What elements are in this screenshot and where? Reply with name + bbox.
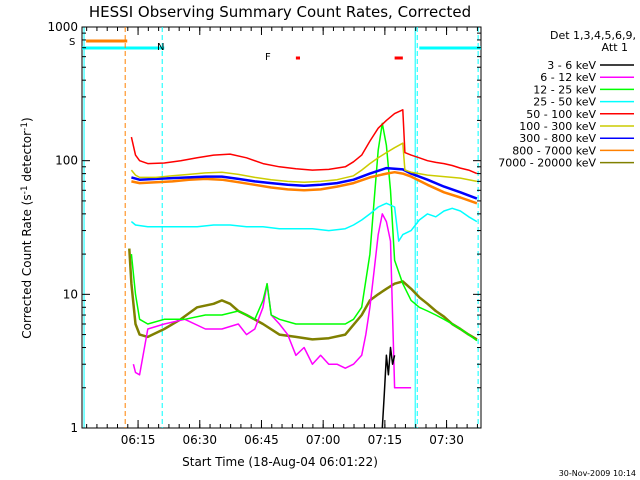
legend-label: 800 - 7000 keV xyxy=(512,144,596,157)
legend-label: 3 - 6 keV xyxy=(547,59,596,72)
y-tick-label: 1000 xyxy=(47,20,78,34)
annotation-f: F xyxy=(265,52,271,63)
y-axis: 1 10 100 1000 xyxy=(47,20,481,435)
x-axis-label: Start Time (18-Aug-04 06:01:22) xyxy=(182,455,378,469)
legend-label: 25 - 50 keV xyxy=(533,96,596,109)
x-tick-label: 07:15 xyxy=(368,433,403,447)
series-line-5 xyxy=(130,142,478,183)
legend-title-2: Att 1 xyxy=(602,41,628,54)
series-line-3 xyxy=(130,202,478,242)
y-tick-label: 10 xyxy=(63,287,78,301)
legend-label: 6 - 12 keV xyxy=(540,71,596,84)
y-axis-label: Corrected Count Rate (s-1 detector-1) xyxy=(20,117,34,338)
legend-label: 100 - 300 keV xyxy=(519,120,596,133)
y-tick-label: 1 xyxy=(70,421,78,435)
series-line-1 xyxy=(132,213,412,389)
x-tick-label: 06:45 xyxy=(244,433,279,447)
series-layer xyxy=(128,109,478,428)
series-line-2 xyxy=(130,122,478,342)
x-tick-label: 07:30 xyxy=(429,433,464,447)
plot-frame xyxy=(81,26,482,429)
x-tick-label: 06:15 xyxy=(121,433,156,447)
series-line-7 xyxy=(131,170,478,205)
y-tick-label: 100 xyxy=(55,154,78,168)
legend-label: 50 - 100 keV xyxy=(526,108,596,121)
x-tick-label: 07:00 xyxy=(306,433,341,447)
series-line-8 xyxy=(128,248,478,341)
series-line-4 xyxy=(130,109,478,175)
timestamp: 30-Nov-2009 10:14 xyxy=(559,469,636,478)
x-tick-label: 06:30 xyxy=(182,433,217,447)
legend-label: 7000 - 20000 keV xyxy=(498,157,596,170)
observing-markers xyxy=(82,27,481,428)
annotation-s: S xyxy=(69,37,75,48)
legend-label: 300 - 800 keV xyxy=(519,132,596,145)
chart-title: HESSI Observing Summary Count Rates, Cor… xyxy=(89,3,471,21)
annotation-n: N xyxy=(157,42,164,53)
x-axis: 06:15 06:30 06:45 07:00 07:15 07:30 xyxy=(86,27,478,447)
series-line-6 xyxy=(131,166,478,200)
series-line-0 xyxy=(381,346,396,428)
legend-title-1: Det 1,3,4,5,6,9, xyxy=(550,29,636,42)
legend-label: 12 - 25 keV xyxy=(533,83,596,96)
